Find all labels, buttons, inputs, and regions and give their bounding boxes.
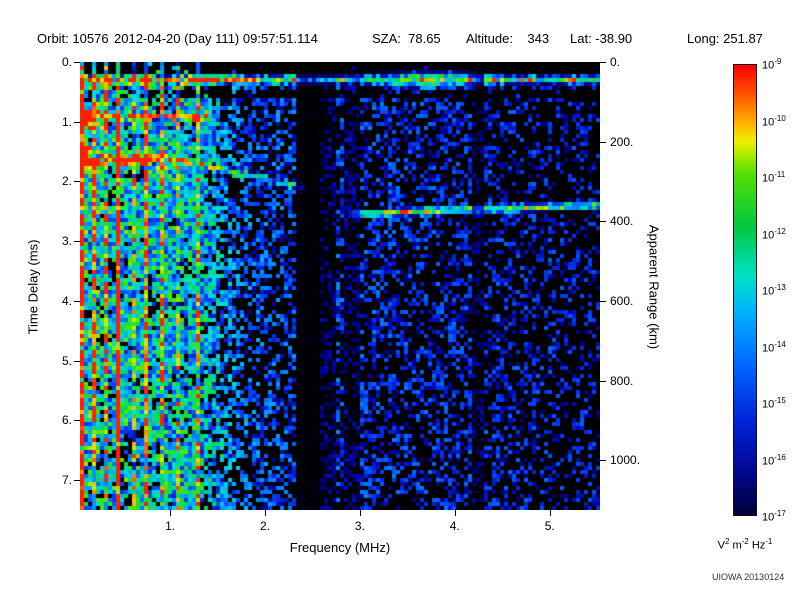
x-tick-mark <box>265 510 267 516</box>
y-tick-label: 0. <box>61 55 72 69</box>
y2-tick-mark <box>600 62 606 63</box>
y2-tick-mark <box>600 380 606 382</box>
x-tick-mark <box>549 510 551 516</box>
colorbar-tick-label: 10-13 <box>762 283 786 298</box>
y-tick-mark <box>74 420 80 422</box>
y-tick-mark <box>74 480 80 482</box>
watermark: UIOWA 20130124 <box>712 572 785 582</box>
y2-tick-label: 0. <box>610 55 621 69</box>
y2-tick-label: 1000. <box>610 453 641 468</box>
header-latitude: Lat: -38.90 <box>570 31 633 46</box>
y-tick-mark <box>74 121 80 123</box>
colorbar-tick-label: 10-9 <box>762 57 782 72</box>
y-tick-mark <box>74 241 80 243</box>
y-tick-label: 2. <box>61 174 72 189</box>
y-tick-label: 6. <box>61 413 72 428</box>
y-axis-label: Time Delay (ms) <box>25 239 41 335</box>
y-tick-label: 4. <box>61 293 72 308</box>
x-axis-label: Frequency (MHz) <box>289 540 391 555</box>
colorbar-tick-label: 10-15 <box>762 396 786 411</box>
header-altitude: Altitude: 343 <box>466 31 550 46</box>
y-tick-label: 5. <box>61 353 72 368</box>
colorbar <box>733 64 757 516</box>
y2-tick-label: 200. <box>610 134 634 149</box>
y-tick-mark <box>74 62 80 63</box>
y2-tick-label: 400. <box>610 214 634 229</box>
y-tick-mark <box>74 300 80 302</box>
colorbar-units-label: V2 m-2 Hz-1 <box>717 537 773 552</box>
spectrogram-canvas <box>80 62 600 510</box>
y-tick-label: 1. <box>61 114 72 129</box>
colorbar-tick-label: 10-12 <box>762 226 786 242</box>
x-tick-mark <box>359 510 361 516</box>
y-tick-label: 7. <box>61 473 72 488</box>
x-tick-mark <box>454 510 456 516</box>
colorbar-tick-label: 10-17 <box>762 509 786 524</box>
colorbar-tick-label: 10-14 <box>762 339 786 355</box>
y2-tick-mark <box>600 460 606 462</box>
header-sza: SZA: 78.65 <box>372 31 441 46</box>
y2-tick-mark <box>600 221 606 223</box>
y-tick-mark <box>74 360 80 362</box>
y2-tick-mark <box>600 300 606 302</box>
x-tick-label: 2. <box>260 519 271 533</box>
x-tick-label: 5. <box>544 519 555 533</box>
header-longitude: Long: 251.87 <box>687 31 763 46</box>
y-tick-mark <box>74 181 80 183</box>
x-tick-mark <box>170 510 172 516</box>
header-datetime: 2012-04-20 (Day 111) 09:57:51.114 <box>114 31 318 46</box>
y2-tick-label: 800. <box>610 373 634 388</box>
y2-tick-label: 600. <box>610 293 634 308</box>
y2-tick-mark <box>600 141 606 143</box>
colorbar-tick-label: 10-10 <box>762 113 786 129</box>
y-tick-label: 3. <box>61 234 72 249</box>
header-orbit: Orbit: 10576 <box>37 31 109 46</box>
x-tick-label: 3. <box>354 519 365 533</box>
x-tick-label: 4. <box>449 519 460 533</box>
colorbar-tick-label: 10-16 <box>762 452 786 468</box>
colorbar-tick-label: 10-11 <box>762 170 786 185</box>
x-tick-label: 1. <box>165 519 176 533</box>
y2-axis-label: Apparent Range (km) <box>646 224 662 350</box>
